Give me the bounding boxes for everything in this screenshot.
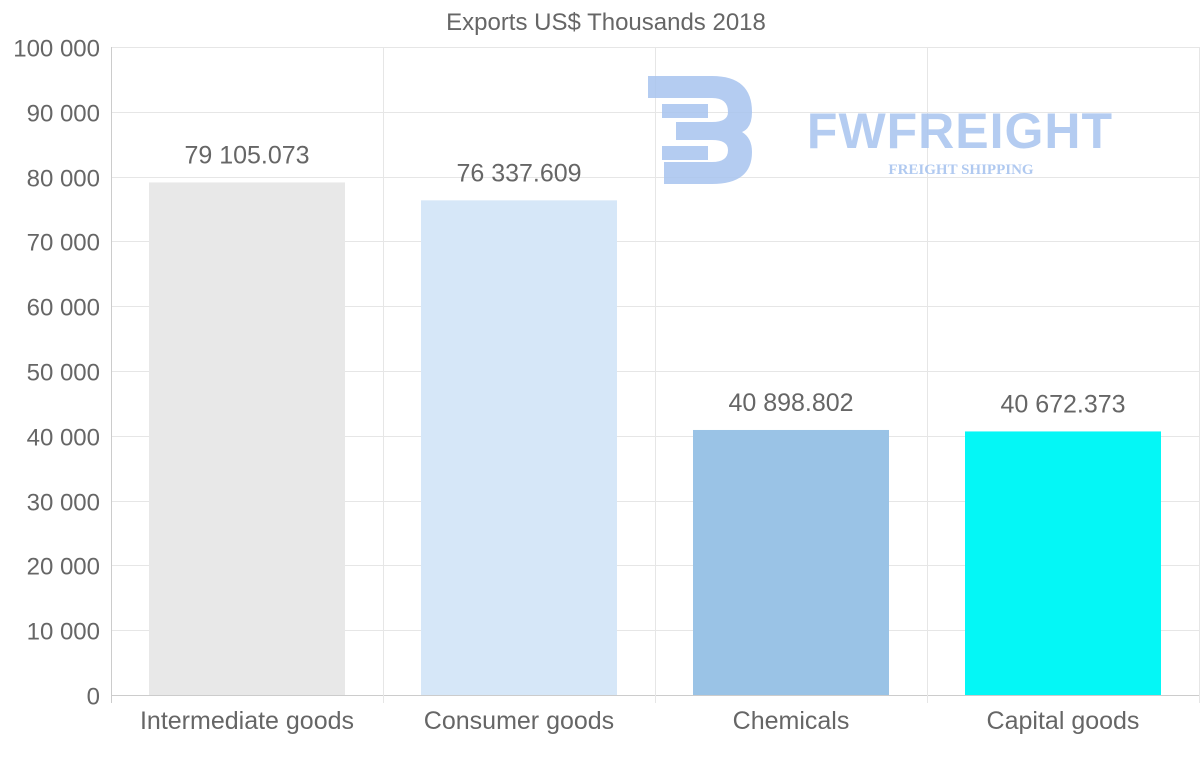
fwfreight-logo: FWFREIGHT FREIGHT SHIPPING bbox=[648, 76, 1113, 184]
data-label: 40 898.802 bbox=[728, 389, 853, 417]
x-tick-label: Intermediate goods bbox=[140, 707, 354, 735]
chart-title: Exports US$ Thousands 2018 bbox=[446, 9, 766, 36]
bar-intermediate-goods[interactable] bbox=[149, 182, 345, 696]
x-tick-label: Chemicals bbox=[733, 707, 850, 735]
bar-chemicals[interactable] bbox=[693, 429, 889, 695]
y-tick-label: 40 000 bbox=[27, 425, 100, 452]
bar-consumer-goods[interactable] bbox=[421, 200, 617, 696]
y-tick-label: 30 000 bbox=[27, 490, 100, 517]
bars bbox=[149, 182, 1161, 696]
data-label: 76 337.609 bbox=[456, 159, 581, 187]
bar-capital-goods[interactable] bbox=[965, 431, 1161, 695]
x-tick-label: Consumer goods bbox=[424, 707, 614, 735]
y-tick-label: 60 000 bbox=[27, 295, 100, 322]
y-tick-label: 70 000 bbox=[27, 230, 100, 257]
y-tick-label: 100 000 bbox=[13, 36, 100, 63]
y-tick-label: 20 000 bbox=[27, 554, 100, 581]
watermark-brand: FWFREIGHT bbox=[807, 103, 1113, 159]
data-labels: 79 105.073 76 337.609 40 898.802 40 672.373 bbox=[184, 141, 1125, 418]
watermark-tagline: FREIGHT SHIPPING bbox=[888, 162, 1033, 178]
data-label: 79 105.073 bbox=[184, 141, 309, 169]
y-tick-label: 50 000 bbox=[27, 360, 100, 387]
x-tick-label: Capital goods bbox=[987, 707, 1140, 735]
fwfreight-logo-icon bbox=[648, 76, 752, 184]
x-axis-ticks: Intermediate goods Consumer goods Chemical… bbox=[140, 707, 1139, 735]
y-tick-label: 90 000 bbox=[27, 101, 100, 128]
y-tick-label: 0 bbox=[87, 684, 100, 711]
y-tick-label: 80 000 bbox=[27, 166, 100, 193]
y-tick-label: 10 000 bbox=[27, 619, 100, 646]
y-axis-ticks: 0 10 000 20 000 30 000 40 000 50 000 60 000 70 … bbox=[13, 36, 100, 711]
data-label: 40 672.373 bbox=[1000, 390, 1125, 418]
